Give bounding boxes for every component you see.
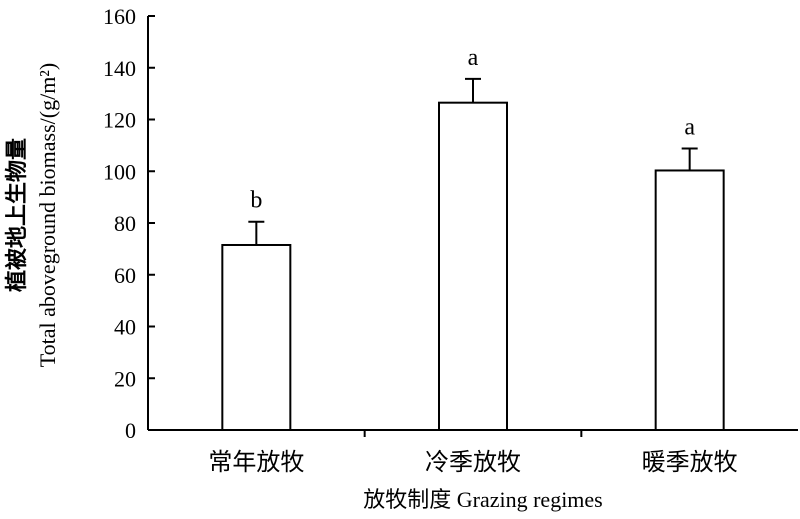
x-category-label: 常年放牧 — [208, 449, 304, 476]
x-category-label: 冷季放牧 — [425, 449, 521, 476]
y-tick-label: 120 — [103, 108, 136, 133]
x-axis-title: 放牧制度 Grazing regimes — [363, 487, 603, 512]
y-tick-label: 60 — [114, 263, 136, 288]
bar — [654, 169, 725, 431]
significance-label: a — [468, 45, 479, 71]
plot-area: 0 20 40 60 80 100 120 140 160 b 常年放牧 a 冷季放牧 a 暖季放牧 — [103, 4, 798, 476]
x-category-label: 暖季放牧 — [642, 449, 738, 476]
y-axis-title-en: Total aboveground biomass/(g/m²) — [35, 63, 60, 367]
y-tick-label: 100 — [103, 159, 136, 184]
y-tick-label: 80 — [114, 211, 136, 236]
y-axis-title-zh: 植被地上生物量 — [4, 138, 29, 292]
y-tick-label: 140 — [103, 56, 136, 81]
y-tick-label: 40 — [114, 315, 136, 340]
y-tick-label: 160 — [103, 4, 136, 29]
bar — [438, 101, 508, 432]
bar — [221, 243, 292, 431]
y-tick-label: 20 — [114, 366, 136, 391]
y-tick-label: 0 — [125, 418, 136, 443]
significance-label: b — [250, 188, 262, 214]
significance-label: a — [684, 114, 695, 140]
